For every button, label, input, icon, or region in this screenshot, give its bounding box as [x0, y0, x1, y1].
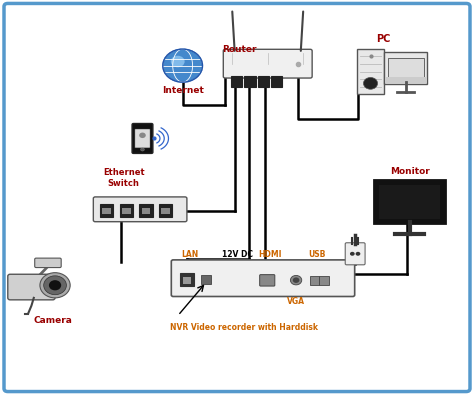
Circle shape: [291, 275, 302, 285]
FancyBboxPatch shape: [100, 204, 113, 217]
FancyBboxPatch shape: [384, 52, 428, 84]
FancyBboxPatch shape: [260, 275, 275, 286]
Text: LAN: LAN: [181, 250, 198, 259]
FancyBboxPatch shape: [132, 124, 153, 153]
FancyBboxPatch shape: [4, 4, 470, 391]
FancyBboxPatch shape: [122, 208, 130, 214]
FancyBboxPatch shape: [385, 77, 427, 83]
Text: HDMI: HDMI: [258, 250, 282, 259]
Circle shape: [356, 252, 360, 256]
Text: VGA: VGA: [287, 297, 305, 306]
Circle shape: [44, 276, 66, 295]
Text: USB: USB: [309, 250, 326, 259]
FancyBboxPatch shape: [119, 204, 133, 217]
Text: Camera: Camera: [33, 316, 72, 325]
FancyBboxPatch shape: [35, 258, 61, 267]
Text: Monitor: Monitor: [390, 167, 429, 176]
FancyBboxPatch shape: [8, 274, 55, 300]
Circle shape: [139, 133, 146, 138]
Circle shape: [141, 148, 145, 151]
FancyBboxPatch shape: [388, 58, 424, 79]
Text: Internet: Internet: [162, 86, 204, 95]
Circle shape: [364, 77, 378, 89]
FancyBboxPatch shape: [244, 76, 255, 87]
FancyBboxPatch shape: [180, 273, 194, 286]
Text: Ethernet
Switch: Ethernet Switch: [103, 167, 145, 188]
FancyBboxPatch shape: [223, 49, 312, 78]
FancyBboxPatch shape: [271, 76, 283, 87]
FancyBboxPatch shape: [93, 197, 187, 222]
Circle shape: [171, 56, 185, 67]
FancyBboxPatch shape: [142, 208, 150, 214]
FancyBboxPatch shape: [201, 275, 210, 284]
FancyBboxPatch shape: [319, 276, 328, 285]
FancyBboxPatch shape: [102, 208, 111, 214]
Text: Router: Router: [222, 45, 256, 54]
FancyBboxPatch shape: [182, 276, 191, 284]
FancyBboxPatch shape: [345, 243, 365, 265]
FancyBboxPatch shape: [356, 49, 384, 94]
Circle shape: [40, 273, 70, 298]
FancyBboxPatch shape: [135, 129, 150, 148]
FancyBboxPatch shape: [379, 185, 440, 219]
Circle shape: [350, 252, 355, 256]
FancyBboxPatch shape: [231, 76, 242, 87]
FancyBboxPatch shape: [159, 204, 172, 217]
FancyBboxPatch shape: [161, 208, 170, 214]
FancyBboxPatch shape: [258, 76, 269, 87]
FancyBboxPatch shape: [139, 204, 153, 217]
Circle shape: [163, 49, 202, 82]
Circle shape: [49, 280, 61, 290]
Text: PC: PC: [376, 34, 391, 44]
FancyBboxPatch shape: [374, 180, 445, 223]
Text: 12V DC: 12V DC: [221, 250, 253, 259]
FancyBboxPatch shape: [171, 260, 355, 297]
Text: NVR Video recorder with Harddisk: NVR Video recorder with Harddisk: [170, 324, 318, 333]
FancyBboxPatch shape: [310, 276, 319, 285]
Circle shape: [293, 277, 300, 283]
